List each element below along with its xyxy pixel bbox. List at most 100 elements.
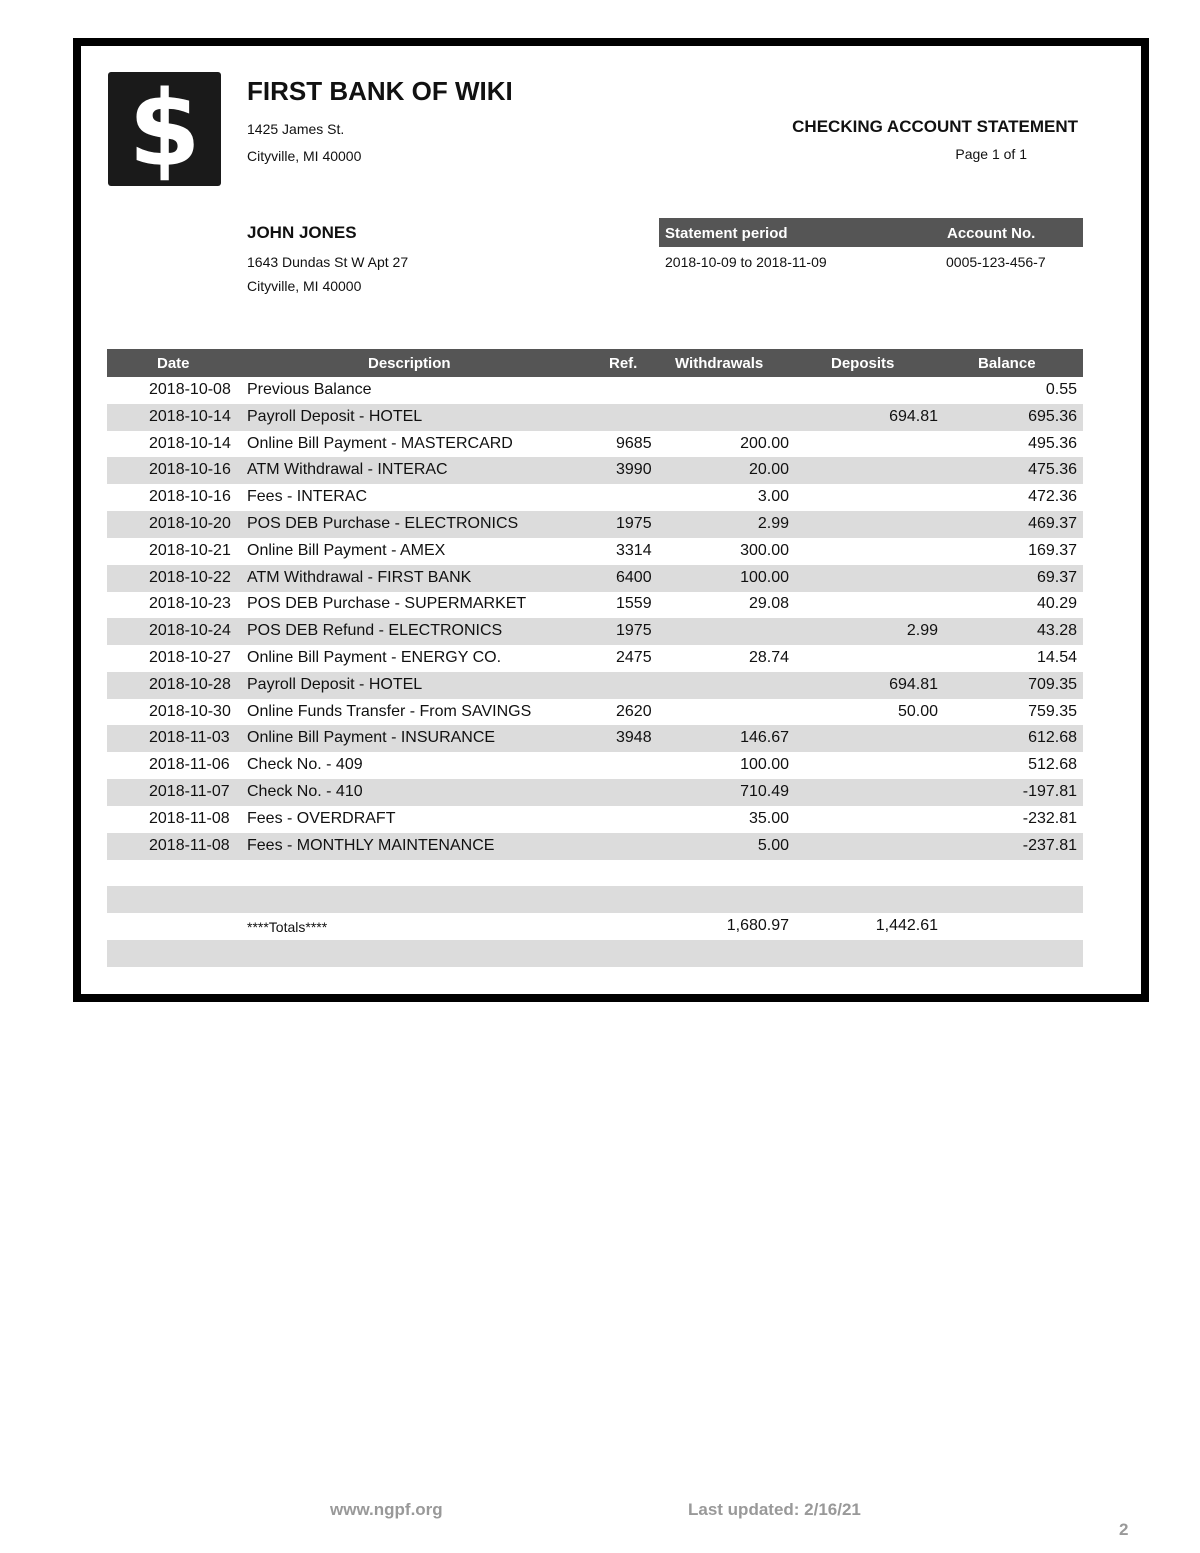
blank-row — [107, 940, 1083, 967]
table-row: 2018-10-08 Previous Balance 0.55 — [107, 377, 1083, 404]
cell-withdrawals: 100.00 — [740, 756, 789, 774]
cell-date: 2018-10-28 — [149, 675, 231, 693]
table-row: 2018-10-21 Online Bill Payment - AMEX 3314… — [107, 538, 1083, 565]
header-ref: Ref. — [609, 355, 638, 372]
cell-date: 2018-10-08 — [149, 381, 231, 398]
account-number-value: 0005-123-456-7 — [946, 254, 1046, 270]
cell-date: 2018-10-23 — [149, 595, 231, 613]
cell-withdrawals: 300.00 — [740, 541, 789, 559]
totals-deposits: 1,442.61 — [875, 917, 938, 934]
cell-balance: 512.68 — [1028, 756, 1077, 774]
cell-description: Online Bill Payment - AMEX — [247, 541, 446, 559]
cell-withdrawals: 28.74 — [748, 649, 789, 666]
cell-description: POS DEB Purchase - ELECTRONICS — [247, 515, 519, 532]
table-row: 2018-10-27 Online Bill Payment - ENERGY C… — [107, 645, 1083, 672]
table-row: 2018-11-08 Fees - OVERDRAFT 35.00 -232.81 — [107, 806, 1083, 833]
totals-withdrawals: 1,680.97 — [726, 917, 789, 934]
footer-website: www.ngpf.org — [330, 1500, 443, 1519]
blank-row — [107, 860, 1083, 887]
cell-balance: 14.54 — [1036, 649, 1077, 666]
cell-date: 2018-11-06 — [149, 756, 230, 774]
cell-date: 2018-10-16 — [149, 461, 231, 479]
cell-date: 2018-11-08 — [149, 809, 230, 827]
cell-description: Payroll Deposit - HOTEL — [247, 675, 423, 693]
cell-balance: 469.37 — [1028, 515, 1077, 532]
cell-balance: 169.37 — [1028, 541, 1077, 559]
table-row: 2018-10-24 POS DEB Refund - ELECTRONICS 19… — [107, 618, 1083, 646]
cell-date: 2018-10-14 — [149, 434, 231, 452]
account-number-label: Account No. — [947, 225, 1036, 242]
cell-description: Online Funds Transfer - From SAVINGS — [247, 702, 532, 720]
cell-withdrawals: 100.00 — [740, 568, 789, 586]
cell-withdrawals: 710.49 — [740, 783, 789, 800]
cell-ref: 3314 — [616, 541, 652, 559]
cell-date: 2018-10-14 — [149, 407, 231, 425]
bank-address-line1: 1425 James St. — [247, 121, 345, 137]
account-info-header: Statement period Account No. — [659, 218, 1083, 247]
header-description: Description — [368, 355, 451, 372]
cell-balance: 709.35 — [1028, 675, 1077, 693]
cell-description: Previous Balance — [247, 381, 372, 398]
cell-balance: 472.36 — [1028, 488, 1077, 506]
cell-description: Fees - MONTHLY MAINTENANCE — [247, 836, 495, 854]
cell-date: 2018-11-07 — [149, 783, 230, 800]
cell-withdrawals: 3.00 — [757, 488, 789, 506]
table-row: 2018-10-22 ATM Withdrawal - FIRST BANK 640… — [107, 564, 1083, 592]
cell-withdrawals: 29.08 — [748, 595, 789, 613]
table-row: 2018-10-20 POS DEB Purchase - ELECTRONICS… — [107, 511, 1083, 538]
cell-balance: 69.37 — [1036, 568, 1077, 586]
statement-period-value: 2018-10-09 to 2018-11-09 — [665, 254, 827, 270]
cell-ref: 2620 — [616, 702, 652, 720]
dollar-logo-icon: $ — [108, 72, 221, 186]
cell-date: 2018-10-21 — [149, 541, 231, 559]
cell-description: Online Bill Payment - ENERGY CO. — [247, 649, 502, 666]
header-balance: Balance — [978, 355, 1036, 372]
table-row: 2018-10-28 Payroll Deposit - HOTEL 694.81 7… — [107, 671, 1083, 699]
cell-ref: 1975 — [616, 622, 652, 640]
cell-balance: 0.55 — [1045, 381, 1077, 398]
bank-address-line2: Cityville, MI 40000 — [247, 148, 362, 164]
cell-description: ATM Withdrawal - FIRST BANK — [247, 568, 472, 586]
statement-period-label: Statement period — [665, 225, 788, 242]
cell-description: Check No. - 410 — [247, 783, 363, 800]
cell-ref: 6400 — [616, 568, 652, 586]
cell-ref: 3948 — [616, 729, 652, 747]
totals-row: ****Totals**** 1,680.97 1,442.61 — [107, 913, 1083, 940]
table-row: 2018-10-16 ATM Withdrawal - INTERAC 3990 20… — [107, 457, 1083, 485]
cell-ref: 1975 — [616, 515, 652, 532]
header-withdrawals: Withdrawals — [675, 355, 764, 372]
table-row: 2018-11-06 Check No. - 409 100.00 512.68 — [107, 752, 1083, 779]
footer-page-number: 2 — [1119, 1520, 1129, 1539]
cell-description: Payroll Deposit - HOTEL — [247, 407, 423, 425]
cell-balance: 759.35 — [1028, 702, 1077, 720]
cell-deposits: 2.99 — [906, 622, 938, 640]
cell-date: 2018-11-03 — [149, 729, 230, 747]
cell-balance: -232.81 — [1022, 809, 1077, 827]
customer-name: JOHN JONES — [247, 223, 357, 242]
table-row: 2018-11-08 Fees - MONTHLY MAINTENANCE 5.00… — [107, 832, 1083, 860]
cell-balance: 475.36 — [1028, 461, 1077, 479]
cell-balance: 40.29 — [1036, 595, 1077, 613]
cell-date: 2018-11-08 — [149, 836, 230, 854]
cell-description: Fees - OVERDRAFT — [247, 809, 396, 827]
cell-description: Check No. - 409 — [247, 756, 363, 774]
cell-date: 2018-10-16 — [149, 488, 231, 506]
table-row: 2018-10-23 POS DEB Purchase - SUPERMARKET… — [107, 591, 1083, 618]
cell-ref: 2475 — [616, 649, 652, 666]
cell-withdrawals: 20.00 — [748, 461, 789, 479]
statement-border — [73, 38, 1149, 1002]
cell-description: Online Bill Payment - INSURANCE — [247, 729, 496, 747]
customer-address-line1: 1643 Dundas St W Apt 27 — [247, 254, 409, 270]
footer-updated: Last updated: 2/16/21 — [688, 1500, 861, 1519]
table-row: 2018-10-16 Fees - INTERAC 3.00 472.36 — [107, 484, 1083, 511]
cell-balance: 43.28 — [1036, 622, 1077, 640]
cell-ref: 1559 — [616, 595, 652, 613]
cell-description: Fees - INTERAC — [247, 488, 368, 506]
cell-description: ATM Withdrawal - INTERAC — [247, 461, 448, 479]
cell-balance: 612.68 — [1028, 729, 1077, 747]
cell-withdrawals: 200.00 — [740, 434, 789, 452]
customer-address-line2: Cityville, MI 40000 — [247, 278, 362, 294]
cell-deposits: 694.81 — [889, 407, 938, 425]
cell-withdrawals: 35.00 — [748, 809, 789, 827]
